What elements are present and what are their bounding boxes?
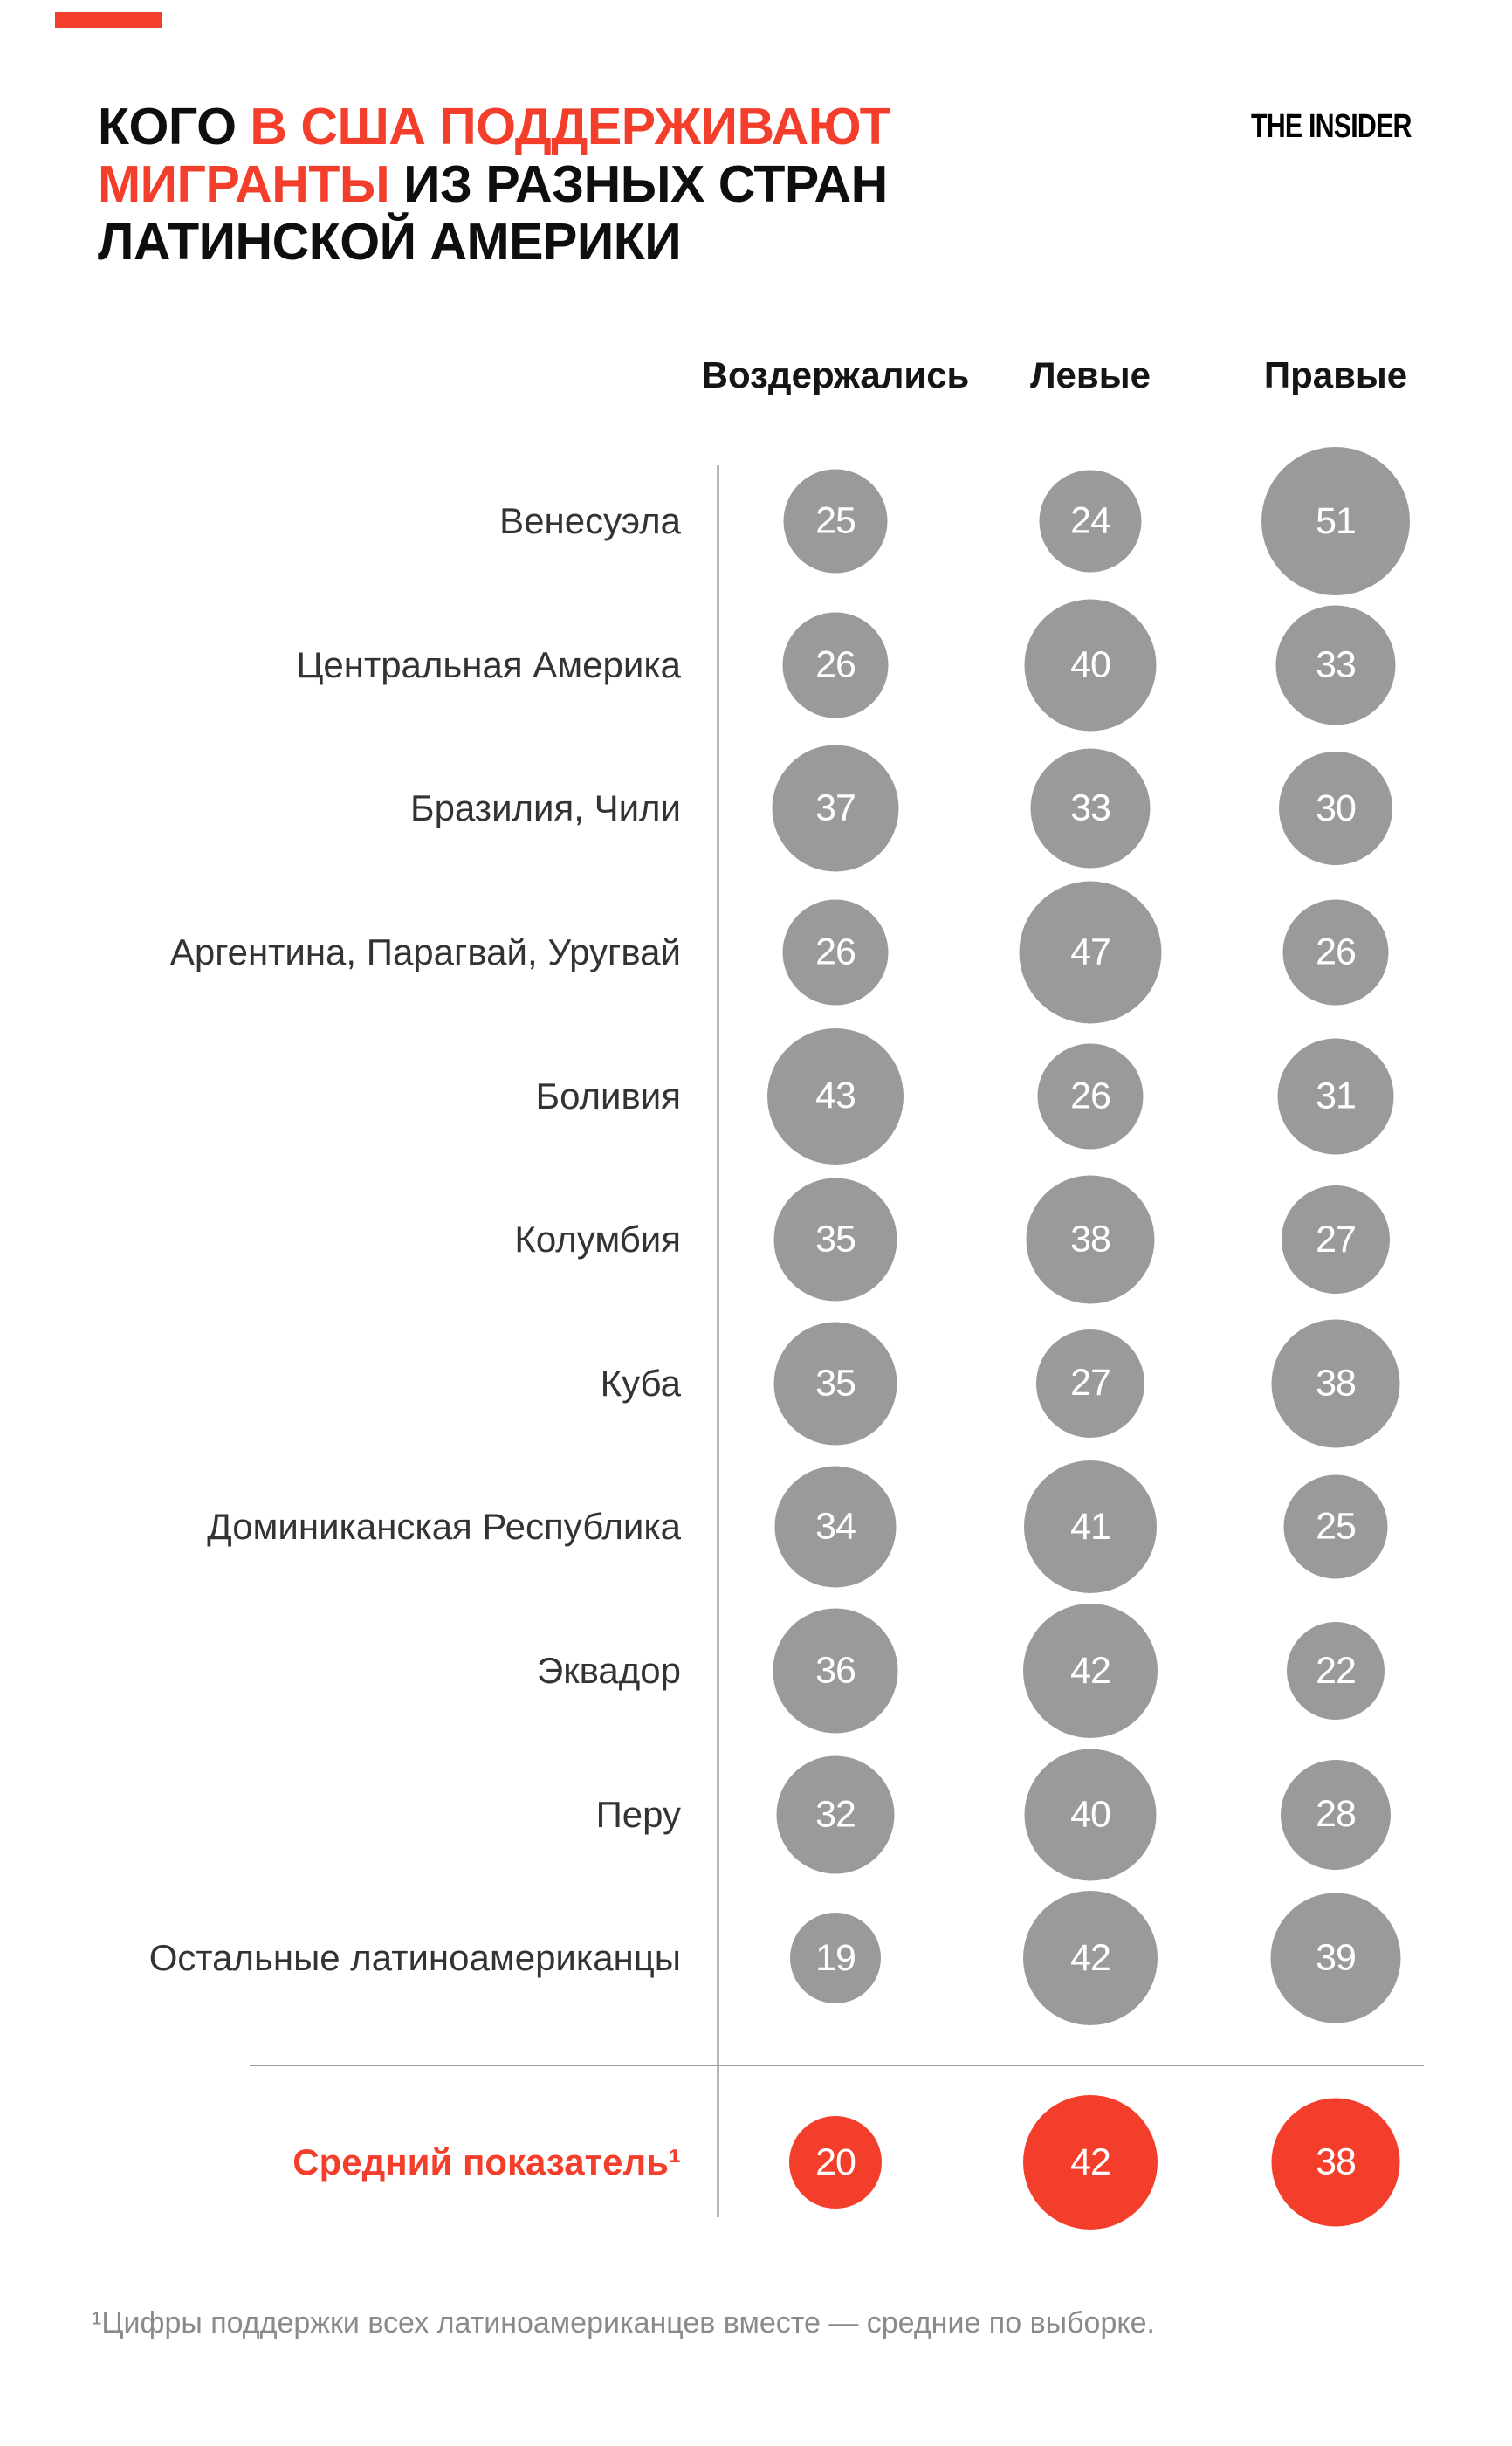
value-bubble: 40 <box>1024 1749 1157 1881</box>
axis-vertical-line <box>717 465 719 2217</box>
title-line-3-black: ЛАТИНСКОЙ АМЕРИКИ <box>98 213 682 271</box>
value-bubble: 26 <box>1282 899 1389 1006</box>
average-label: Средний показатель¹ <box>292 2141 681 2183</box>
country-label: Венесуэла <box>499 500 681 542</box>
country-label: Эквадор <box>537 1650 681 1692</box>
column-header-abstained: Воздержались <box>701 354 970 395</box>
average-value-bubble: 42 <box>1023 2095 1158 2230</box>
value-bubble: 26 <box>782 899 889 1006</box>
table-row-colombia: Колумбия 35 38 27 <box>0 1168 1512 1312</box>
average-divider-line <box>250 2065 1424 2066</box>
table-row-argentina-paraguay-uruguay: Аргентина, Парагвай, Уругвай 26 47 26 <box>0 881 1512 1025</box>
value-bubble: 38 <box>1271 1319 1400 1448</box>
value-bubble: 51 <box>1261 447 1410 596</box>
the-insider-logo: THE INSIDER <box>1251 108 1412 145</box>
value-bubble: 22 <box>1287 1622 1385 1721</box>
title-line-1-red: В США ПОДДЕРЖИВАЮТ <box>250 98 891 155</box>
value-bubble: 27 <box>1282 1185 1390 1295</box>
value-bubble: 26 <box>1037 1043 1144 1150</box>
average-value-bubble: 38 <box>1271 2098 1400 2227</box>
title-line-3: ЛАТИНСКОЙ АМЕРИКИ <box>98 213 890 271</box>
value-bubble: 30 <box>1279 752 1392 866</box>
value-bubble: 41 <box>1024 1460 1157 1594</box>
table-row-central-america: Центральная Америка 26 40 33 <box>0 594 1512 738</box>
country-label: Перу <box>595 1793 681 1835</box>
country-label: Аргентина, Парагвай, Уругвай <box>169 931 681 973</box>
title-line-2: МИГРАНТЫ ИЗ РАЗНЫХ СТРАН <box>98 155 890 213</box>
value-bubble: 19 <box>790 1913 881 2004</box>
value-bubble: 40 <box>1024 599 1157 732</box>
country-label: Остальные латиноамериканцы <box>148 1937 681 1979</box>
value-bubble: 38 <box>1026 1175 1155 1304</box>
value-bubble: 35 <box>773 1178 897 1302</box>
value-bubble: 28 <box>1281 1759 1391 1870</box>
value-bubble: 25 <box>1283 1474 1388 1579</box>
column-header-left: Левые <box>1030 354 1151 395</box>
table-row-ecuador: Эквадор 36 42 22 <box>0 1599 1512 1743</box>
country-label: Боливия <box>535 1075 681 1117</box>
average-row: Средний показатель¹ 20 42 38 <box>0 2091 1512 2235</box>
value-bubble: 35 <box>773 1322 897 1446</box>
column-header-right: Правые <box>1263 354 1408 395</box>
title-line-1: КОГО В США ПОДДЕРЖИВАЮТ <box>98 98 891 155</box>
table-row-bolivia: Боливия 43 26 31 <box>0 1024 1512 1168</box>
value-bubble: 47 <box>1019 881 1162 1024</box>
value-bubble: 39 <box>1270 1893 1401 2023</box>
page-title: КОГО В США ПОДДЕРЖИВАЮТ МИГРАНТЫ ИЗ РАЗН… <box>98 98 891 271</box>
value-bubble: 42 <box>1023 1604 1158 1739</box>
country-label: Колумбия <box>514 1219 681 1261</box>
country-label: Центральная Америка <box>296 643 681 685</box>
value-bubble: 43 <box>767 1027 904 1165</box>
title-line-2-black: ИЗ РАЗНЫХ СТРАН <box>403 155 888 213</box>
brand-red-dash <box>55 12 162 28</box>
value-bubble: 34 <box>774 1466 897 1588</box>
value-bubble: 24 <box>1039 470 1142 573</box>
title-line-1-black: КОГО <box>98 98 237 155</box>
average-value-bubble: 20 <box>789 2116 882 2209</box>
value-bubble: 25 <box>783 469 888 574</box>
footnote: ¹Цифры поддержки всех латиноамериканцев … <box>92 2306 1155 2340</box>
country-label: Куба <box>600 1362 681 1404</box>
value-bubble: 37 <box>772 745 899 872</box>
value-bubble: 26 <box>782 612 889 718</box>
value-bubble: 33 <box>1030 748 1151 869</box>
title-line-2-red: МИГРАНТЫ <box>98 155 390 213</box>
table-row-brazil-chile: Бразилия, Чили 37 33 30 <box>0 737 1512 881</box>
table-row-other-latin-americans: Остальные латиноамериканцы 19 42 39 <box>0 1886 1512 2030</box>
country-rows: Венесуэла 25 24 51 Центральная Америка 2… <box>0 447 1512 2030</box>
value-bubble: 33 <box>1275 605 1396 725</box>
table-row-peru: Перу 32 40 28 <box>0 1742 1512 1886</box>
value-bubble: 36 <box>773 1608 898 1734</box>
country-label: Бразилия, Чили <box>410 787 681 829</box>
table-row-dominican-republic: Доминиканская Республика 34 41 25 <box>0 1455 1512 1599</box>
value-bubble: 32 <box>776 1755 895 1874</box>
value-bubble: 31 <box>1277 1038 1394 1155</box>
country-label: Доминиканская Республика <box>207 1506 681 1548</box>
table-row-cuba: Куба 35 27 38 <box>0 1312 1512 1456</box>
table-row-venezuela: Венесуэла 25 24 51 <box>0 447 1512 596</box>
value-bubble: 27 <box>1036 1329 1144 1438</box>
value-bubble: 42 <box>1023 1891 1158 2026</box>
